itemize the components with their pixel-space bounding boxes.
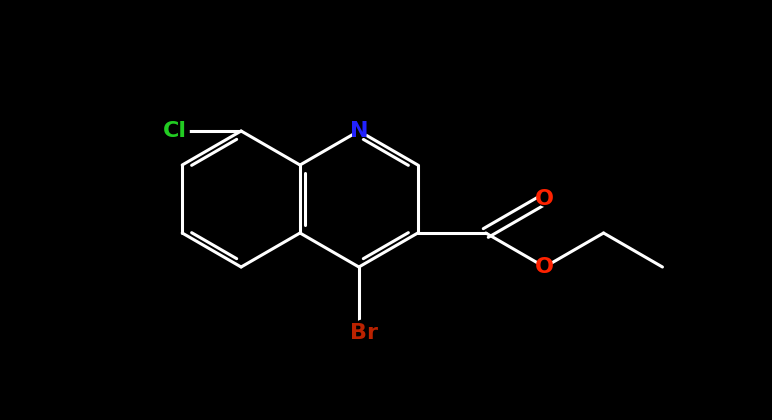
Text: Cl: Cl	[164, 121, 188, 141]
Text: O: O	[535, 189, 554, 209]
Text: Br: Br	[350, 323, 378, 343]
Text: N: N	[350, 121, 368, 141]
Text: O: O	[535, 257, 554, 277]
